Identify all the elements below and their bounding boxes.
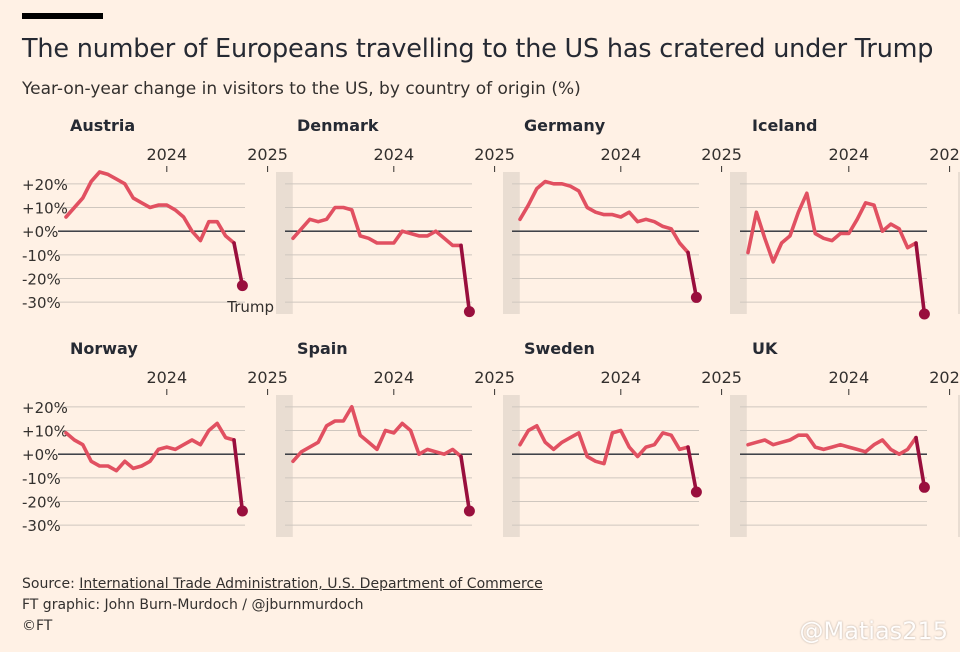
chart-subtitle: Year-on-year change in visitors to the U… (22, 79, 581, 99)
footer: Source: International Trade Administrati… (22, 574, 543, 637)
x-tick-label: 2024 (828, 145, 869, 164)
trump-period-line (686, 250, 699, 300)
y-tick-label: -20% (22, 494, 61, 512)
trump-period-line (686, 445, 699, 494)
latest-value-point (236, 505, 248, 517)
trump-period-band (958, 172, 960, 314)
x-tick-label: 2025 (701, 145, 742, 164)
credit-line: FT graphic: John Burn-Murdoch / @jburnmu… (22, 597, 364, 613)
trump-annotation: Trump (226, 298, 274, 316)
y-tick-label: +10% (22, 423, 68, 441)
trump-period-line (914, 241, 927, 316)
latest-value-point (236, 280, 248, 292)
x-tick-label: 2025 (929, 145, 960, 164)
series-line-norway (64, 421, 236, 473)
x-tick-label: 2024 (146, 145, 187, 164)
trump-period-band (730, 172, 747, 314)
chart-title: The number of Europeans travelling to th… (22, 34, 934, 64)
panel-title-uk: UK (752, 339, 778, 358)
trump-period-band (276, 395, 293, 537)
source-link[interactable]: International Trade Administration, U.S.… (79, 576, 543, 592)
series-line-austria (64, 170, 236, 245)
trump-period-line (232, 438, 245, 513)
y-tick-label: -10% (22, 247, 61, 265)
panel-title-germany: Germany (524, 116, 606, 135)
y-tick-label: -20% (22, 271, 61, 289)
x-tick-label: 2024 (600, 368, 641, 387)
source-line: Source: International Trade Administrati… (22, 574, 543, 595)
y-tick-label: +20% (22, 176, 68, 194)
x-tick-label: 2024 (600, 145, 641, 164)
series-line-spain (291, 404, 463, 464)
latest-value-point (690, 486, 702, 498)
series-line-uk (746, 433, 918, 457)
y-tick-label: +0% (22, 223, 58, 241)
panel-title-denmark: Denmark (297, 116, 379, 135)
y-tick-label: +10% (22, 200, 68, 218)
trump-period-band (503, 172, 520, 314)
x-tick-label: 2024 (146, 368, 187, 387)
x-tick-label: 2024 (373, 368, 414, 387)
series-line-iceland (746, 191, 918, 264)
trump-period-line (914, 435, 927, 490)
panel-title-iceland: Iceland (752, 116, 817, 135)
x-tick-label: 2025 (474, 368, 515, 387)
x-tick-label: 2024 (828, 368, 869, 387)
latest-value-point (463, 306, 475, 318)
x-tick-label: 2024 (373, 145, 414, 164)
trump-period-band (503, 395, 520, 537)
trump-period-line (459, 243, 472, 314)
x-tick-label: 2025 (247, 368, 288, 387)
y-tick-label: -30% (22, 517, 61, 535)
trump-period-line (459, 454, 472, 513)
trump-period-band (276, 172, 293, 314)
y-tick-label: -30% (22, 294, 61, 312)
ft-brand-bar (22, 13, 103, 19)
latest-value-point (918, 308, 930, 320)
x-tick-label: 2025 (701, 368, 742, 387)
trump-period-band (730, 395, 747, 537)
panel-title-spain: Spain (297, 339, 348, 358)
series-line-germany (518, 179, 690, 255)
series-line-sweden (518, 423, 690, 466)
x-tick-label: 2025 (247, 145, 288, 164)
y-tick-label: +0% (22, 446, 58, 464)
y-tick-label: +20% (22, 399, 68, 417)
source-prefix: Source: (22, 576, 80, 592)
latest-value-point (463, 505, 475, 517)
watermark-text: @Matias215 (799, 617, 948, 645)
x-tick-label: 2025 (929, 368, 960, 387)
trump-period-band (958, 395, 960, 537)
series-line-denmark (291, 205, 463, 248)
copyright-line: ©FT (22, 618, 53, 634)
panel-title-austria: Austria (70, 116, 135, 135)
panel-title-sweden: Sweden (524, 339, 595, 358)
latest-value-point (918, 481, 930, 493)
panel-title-norway: Norway (70, 339, 138, 358)
y-tick-label: -10% (22, 470, 61, 488)
x-tick-label: 2025 (474, 145, 515, 164)
trump-period-line (232, 241, 245, 288)
latest-value-point (690, 291, 702, 303)
